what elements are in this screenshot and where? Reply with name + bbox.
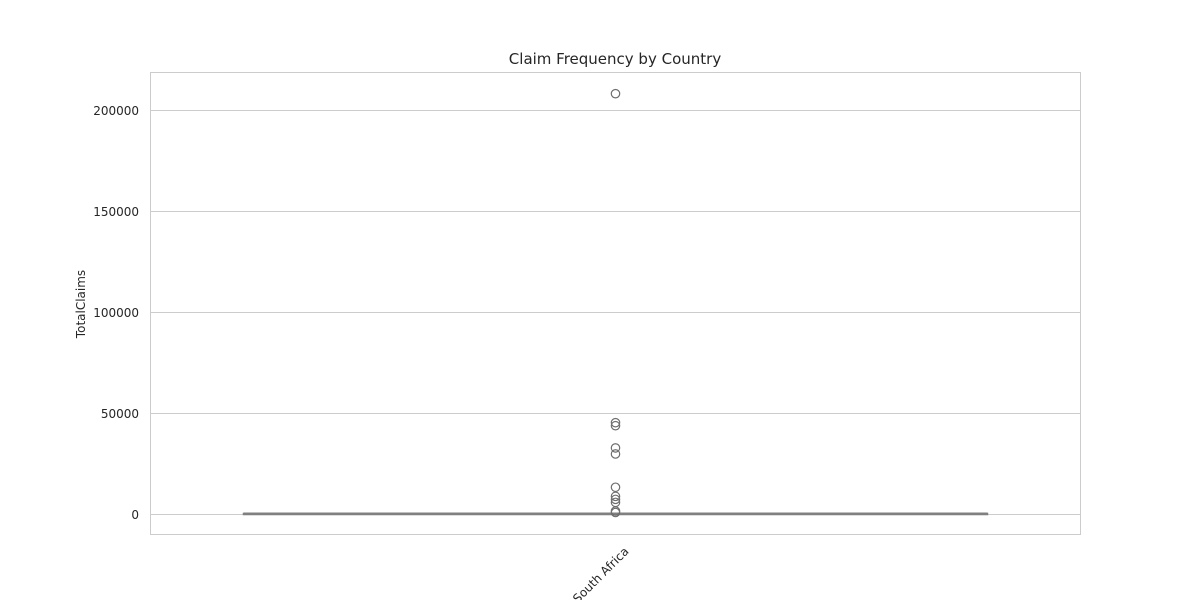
- y-axis-label: TotalClaims: [74, 270, 88, 339]
- outlier-point: [610, 494, 621, 505]
- y-tick-label: 50000: [101, 407, 139, 421]
- outlier-point: [610, 507, 621, 518]
- y-tick-label: 200000: [93, 104, 139, 118]
- plot-area-frame: [150, 72, 1081, 535]
- box-series: [242, 512, 989, 516]
- outlier-point: [610, 491, 621, 502]
- y-tick-label: 0: [131, 508, 139, 522]
- y-tick-labels: 0 50000 100000 150000 200000: [93, 104, 139, 522]
- outlier-point: [610, 417, 621, 428]
- x-tick-label: South Africa: [570, 544, 631, 600]
- outlier-point: [610, 443, 621, 453]
- grid-lines: [150, 110, 1081, 515]
- outlier-point: [610, 449, 621, 459]
- outlier-points: [610, 88, 621, 518]
- x-tick-labels: South Africa: [570, 544, 631, 604]
- chart-title: Claim Frequency by Country: [509, 50, 722, 68]
- y-tick-label: 100000: [93, 306, 139, 320]
- outlier-point: [610, 88, 621, 99]
- outlier-point: [610, 482, 621, 493]
- y-tick-label: 150000: [93, 205, 139, 219]
- outlier-point: [610, 420, 621, 431]
